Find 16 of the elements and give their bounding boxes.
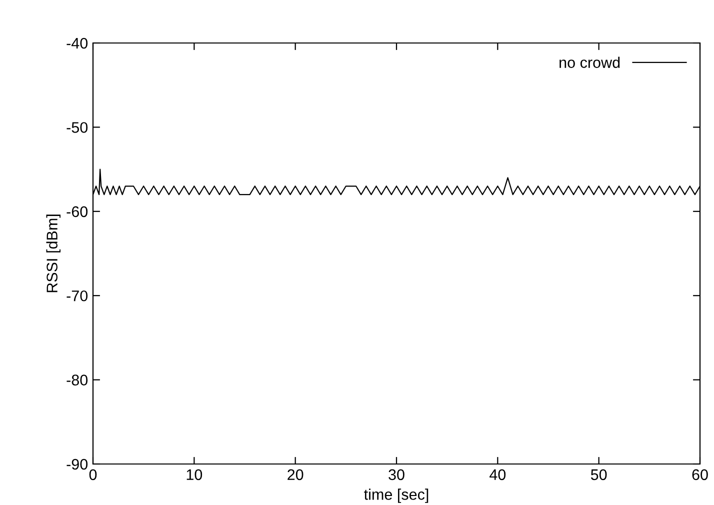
y-tick-label: -70 xyxy=(66,290,88,302)
y-tick-label: -50 xyxy=(66,122,88,133)
x-tick-label: 40 xyxy=(490,469,506,480)
y-tick-label: -60 xyxy=(66,206,88,218)
y-tick-label: -40 xyxy=(66,38,88,49)
x-tick-label: 10 xyxy=(186,469,202,480)
x-axis-title: time [sec] xyxy=(364,488,428,503)
y-tick-label: -80 xyxy=(66,374,88,386)
y-axis-title: RSSI [dBm] xyxy=(46,214,61,292)
x-tick-label: 0 xyxy=(89,469,97,480)
x-tick-label: 30 xyxy=(388,469,404,480)
x-tick-label: 50 xyxy=(590,469,607,480)
legend-label: no crowd xyxy=(560,56,620,68)
x-tick-label: 20 xyxy=(288,469,304,480)
x-tick-label: 60 xyxy=(692,469,708,480)
y-tick-label: -90 xyxy=(66,458,88,470)
